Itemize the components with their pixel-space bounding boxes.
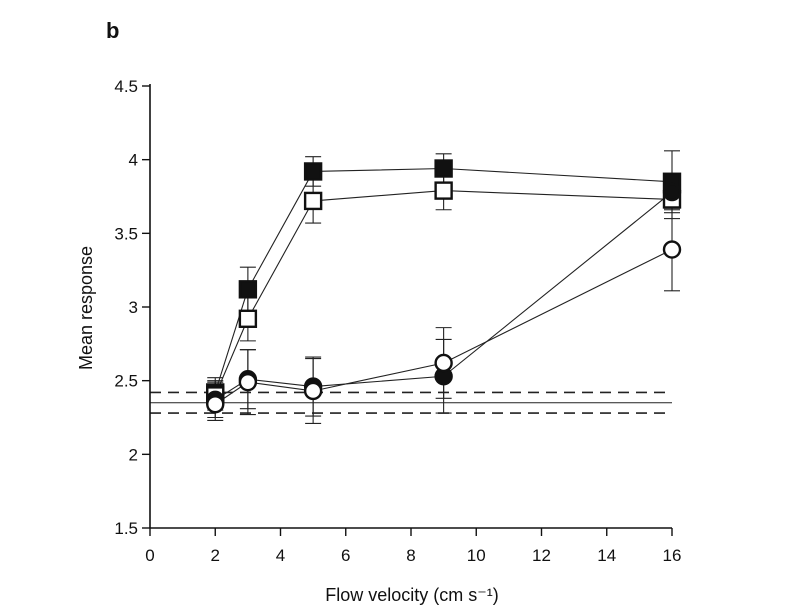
data-point-circle-open — [303, 381, 323, 401]
data-point-circle-open — [662, 240, 682, 259]
reference-lines — [150, 391, 672, 414]
data-point-square-open — [303, 191, 323, 211]
data-markers — [206, 159, 682, 414]
y-tick-label: 3 — [129, 298, 138, 317]
y-tick-label: 2.5 — [114, 372, 138, 391]
y-tick-label: 4.5 — [114, 77, 138, 96]
data-point-square-filled — [303, 162, 323, 181]
x-tick-label: 6 — [341, 546, 350, 565]
y-tick-label: 3.5 — [114, 224, 138, 243]
x-tick-label: 10 — [467, 546, 486, 565]
x-tick-label: 16 — [663, 546, 682, 565]
data-point-circle-open — [238, 372, 258, 392]
y-tick-label: 1.5 — [114, 519, 138, 538]
data-point-square-open — [434, 181, 453, 200]
panel-label: b — [106, 18, 120, 43]
x-tick-label: 4 — [276, 546, 285, 565]
y-axis-title: Mean response — [76, 246, 96, 370]
x-tick-label: 2 — [211, 546, 220, 565]
x-tick-label: 12 — [532, 546, 551, 565]
data-point-circle-open — [434, 353, 453, 373]
data-point-square-filled — [238, 280, 258, 299]
data-point-square-open — [238, 309, 258, 328]
y-tick-label: 4 — [129, 151, 138, 170]
y-tick-label: 2 — [129, 445, 138, 464]
axes: 1.5 2 2.5 3 3.5 4 4.5 0 2 4 6 8 10 12 14 16 — [114, 77, 681, 565]
x-tick-label: 14 — [597, 546, 616, 565]
data-point-square-filled — [434, 159, 453, 178]
x-tick-label: 0 — [145, 546, 154, 565]
x-tick-label: 8 — [406, 546, 415, 565]
x-axis-title: Flow velocity (cm s⁻¹) — [325, 585, 499, 605]
data-point-circle-open — [206, 395, 225, 414]
data-point-circle-filled — [662, 182, 682, 202]
